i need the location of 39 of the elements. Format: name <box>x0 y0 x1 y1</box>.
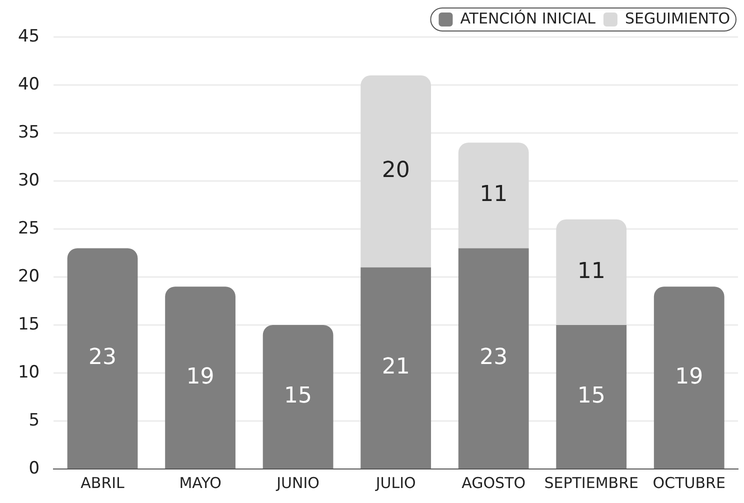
y-tick-label: 25 <box>18 218 40 238</box>
bar <box>360 267 432 468</box>
y-tick-label: 40 <box>18 74 40 94</box>
data-label: 15 <box>284 383 312 408</box>
y-tick-label: 30 <box>18 170 40 190</box>
x-tick-label: JULIO <box>374 474 416 492</box>
data-label: 20 <box>382 158 410 184</box>
y-tick-label: 35 <box>18 122 40 142</box>
data-label: 11 <box>480 182 508 208</box>
legend-label: ATENCIÓN INICIAL <box>460 9 596 28</box>
data-label: 11 <box>577 258 606 284</box>
bar <box>556 325 627 468</box>
y-tick-label: 0 <box>28 458 40 478</box>
x-tick-label: OCTUBRE <box>652 474 726 492</box>
data-label: 21 <box>382 354 410 380</box>
x-tick-label: JUNIO <box>276 474 320 492</box>
data-label: 23 <box>480 345 508 370</box>
y-tick-label: 45 <box>18 26 40 46</box>
bar <box>458 142 529 248</box>
x-tick-label: MAYO <box>179 474 222 492</box>
data-label: 23 <box>88 345 117 370</box>
y-tick-label: 10 <box>18 362 40 382</box>
bar <box>262 325 334 468</box>
x-tick-label: AGOSTO <box>462 474 526 492</box>
bar <box>165 286 236 468</box>
data-label: 15 <box>577 383 606 408</box>
bar <box>67 248 138 468</box>
bar <box>556 219 627 325</box>
x-tick-label: ABRIL <box>80 474 126 492</box>
data-label: 19 <box>186 364 214 390</box>
y-tick-label: 15 <box>18 314 40 334</box>
legend-label: SEGUIMIENTO <box>624 9 730 28</box>
bar <box>654 286 724 468</box>
y-tick-label: 20 <box>18 266 40 286</box>
bar <box>360 75 432 268</box>
bar <box>458 248 529 468</box>
y-tick-label: 5 <box>28 410 40 430</box>
x-tick-label: SEPTIEMBRE <box>544 474 638 492</box>
data-label: 19 <box>675 364 704 390</box>
